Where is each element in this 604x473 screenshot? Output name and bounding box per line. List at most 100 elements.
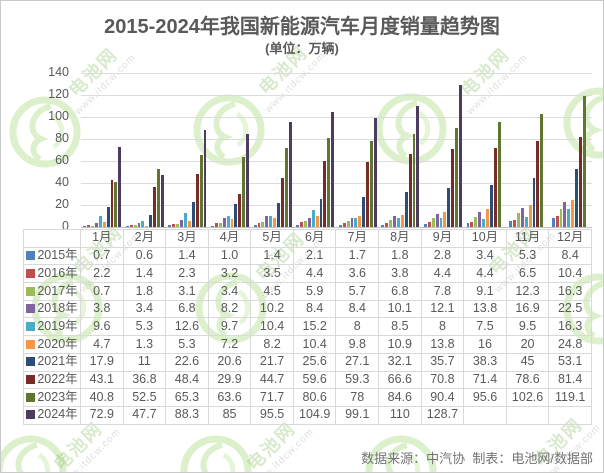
bar bbox=[459, 85, 462, 227]
value-cell: 71.7 bbox=[250, 388, 294, 407]
value-cell: 4.4 bbox=[420, 264, 465, 284]
year-legend-cell: 2024年 bbox=[23, 405, 81, 425]
value-cell: 44.7 bbox=[250, 370, 294, 390]
table-row: 2024年 72.9 47.7 88.3 85 95.5 104.9 99.1 110 128.7 bbox=[23, 405, 592, 425]
value-cell: 7.5 bbox=[463, 317, 507, 337]
value-cell: 7.2 bbox=[207, 335, 252, 354]
value-cell: 10.4 bbox=[250, 317, 294, 337]
bar bbox=[300, 222, 304, 227]
bar bbox=[497, 121, 501, 227]
value-cell: 3.2 bbox=[207, 264, 252, 284]
bar bbox=[470, 222, 474, 227]
grid-line bbox=[81, 73, 592, 74]
bar bbox=[296, 224, 300, 227]
value-cell: 2.3 bbox=[165, 264, 209, 284]
bar bbox=[358, 216, 362, 227]
bar bbox=[571, 199, 575, 227]
year-legend-cell: 2018年 bbox=[23, 299, 81, 319]
bar bbox=[172, 224, 176, 227]
value-cell: 66.6 bbox=[378, 370, 422, 390]
value-cell: 47.7 bbox=[122, 405, 167, 425]
value-cell: 6.8 bbox=[165, 299, 209, 319]
value-cell: 4.5 bbox=[250, 282, 294, 301]
bar bbox=[160, 174, 164, 227]
month-header-cell: 1月 bbox=[80, 229, 124, 248]
bar bbox=[253, 225, 257, 227]
bar bbox=[230, 219, 234, 227]
bar bbox=[157, 169, 160, 227]
value-cell: 10.1 bbox=[378, 299, 422, 319]
value-cell: 84.6 bbox=[378, 388, 422, 407]
bar bbox=[98, 216, 102, 227]
bar-group bbox=[251, 73, 294, 227]
bar bbox=[319, 198, 323, 227]
value-cell: 102.6 bbox=[505, 388, 550, 407]
value-cell: 78.6 bbox=[505, 370, 550, 390]
table-row: 2018年 3.8 3.4 6.8 8.2 10.2 8.4 8.4 10.1 12.1 13.8 1… bbox=[23, 299, 592, 319]
bar bbox=[114, 182, 118, 227]
bar bbox=[257, 223, 261, 227]
legend-swatch-icon bbox=[26, 410, 36, 420]
value-cell: 5.3 bbox=[505, 246, 550, 266]
bar bbox=[222, 217, 226, 227]
table-row: 2022年 43.1 36.8 48.4 29.9 44.7 59.6 59.3 66.6 70.… bbox=[23, 370, 592, 390]
legend-swatch-icon bbox=[26, 339, 36, 349]
bar bbox=[532, 177, 536, 227]
value-cell: 2.2 bbox=[80, 264, 124, 284]
bar bbox=[269, 215, 273, 227]
bar bbox=[187, 221, 191, 227]
bar bbox=[91, 226, 94, 227]
value-cell: 90.4 bbox=[420, 388, 465, 407]
bar bbox=[149, 214, 153, 227]
value-cell: 71.4 bbox=[463, 370, 507, 390]
y-tick-label: 0 bbox=[62, 219, 69, 233]
value-cell: 2.8 bbox=[420, 246, 465, 266]
bar bbox=[516, 213, 520, 227]
month-header-cell: 6月 bbox=[292, 229, 337, 248]
bar bbox=[385, 222, 389, 227]
value-cell bbox=[463, 405, 507, 425]
bar-group bbox=[422, 73, 465, 227]
bar bbox=[447, 187, 451, 227]
value-cell: 4.7 bbox=[80, 335, 124, 354]
bar bbox=[106, 207, 110, 227]
value-cell: 80.6 bbox=[292, 388, 337, 407]
bar bbox=[311, 210, 315, 227]
bar bbox=[184, 213, 187, 227]
year-legend-cell: 2022年 bbox=[23, 370, 81, 390]
bar bbox=[211, 225, 214, 227]
month-header-cell: 3月 bbox=[165, 229, 209, 248]
bar bbox=[284, 148, 288, 227]
value-cell: 3.4 bbox=[207, 282, 252, 301]
bar bbox=[381, 225, 385, 227]
bar bbox=[246, 133, 249, 227]
value-cell: 29.9 bbox=[207, 370, 252, 390]
value-cell: 9.1 bbox=[463, 282, 507, 301]
bar-group bbox=[464, 73, 507, 227]
value-cell: 20 bbox=[505, 335, 550, 354]
value-cell: 7.8 bbox=[420, 282, 465, 301]
bar bbox=[280, 177, 284, 227]
grid-lines bbox=[81, 73, 592, 228]
bar bbox=[242, 157, 246, 227]
data-table: 1月 2月 3月 4月 5月 6月 7月 8月 9月 10月 11月 12月 2015年 0.7 0.6 1… bbox=[23, 229, 592, 425]
bar bbox=[389, 219, 393, 227]
table-row: 2023年 40.8 52.5 65.3 63.6 71.7 80.6 78 84.6 90.4 9… bbox=[23, 388, 592, 407]
value-cell: 8.4 bbox=[335, 299, 380, 319]
table-row: 2021年 17.9 11 22.6 20.6 21.7 25.6 27.1 32.1 35.7 3… bbox=[23, 352, 592, 372]
value-cell: 1.8 bbox=[378, 246, 422, 266]
value-cell: 1.7 bbox=[335, 246, 380, 266]
bar bbox=[427, 222, 431, 227]
year-legend-cell: 2015年 bbox=[23, 246, 81, 266]
bar bbox=[145, 225, 149, 227]
value-cell: 11 bbox=[122, 352, 167, 372]
bar bbox=[102, 221, 106, 227]
grid-line bbox=[81, 161, 592, 162]
bar bbox=[110, 179, 114, 227]
y-tick-label: 40 bbox=[55, 175, 69, 189]
value-cell: 15.2 bbox=[292, 317, 337, 337]
bar bbox=[323, 161, 327, 227]
bar bbox=[273, 217, 276, 227]
value-cell: 1.4 bbox=[165, 246, 209, 266]
month-header-cell: 9月 bbox=[420, 229, 465, 248]
